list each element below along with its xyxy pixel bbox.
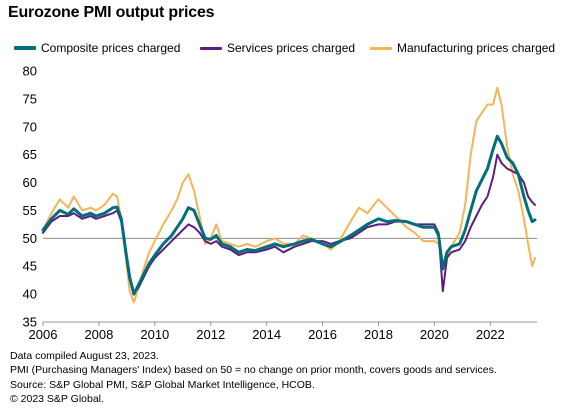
legend-swatch-services — [200, 46, 222, 50]
legend-swatch-manufacturing — [370, 46, 392, 50]
y-tick-label: 55 — [23, 203, 37, 218]
y-tick-label: 70 — [23, 119, 37, 134]
footnote-source: Source: S&P Global PMI, S&P Global Marke… — [10, 378, 315, 391]
legend-label-manufacturing: Manufacturing prices charged — [397, 41, 556, 55]
x-tick-label: 2014 — [252, 327, 281, 342]
legend-swatch-composite — [14, 46, 36, 50]
legend-item-composite: Composite prices charged — [14, 41, 180, 55]
legend-label-services: Services prices charged — [227, 41, 356, 55]
y-tick-label: 50 — [23, 231, 37, 246]
x-tick-label: 2008 — [84, 327, 113, 342]
x-tick-label: 2010 — [140, 327, 169, 342]
legend-label-composite: Composite prices charged — [41, 41, 181, 55]
x-tick-label: 2016 — [308, 327, 337, 342]
x-tick-label: 2006 — [29, 327, 58, 342]
y-tick-label: 40 — [23, 287, 37, 302]
series-layer — [41, 86, 537, 304]
footnote-copyright: © 2023 S&P Global. — [10, 392, 104, 405]
footnote-pmi-definition: PMI (Purchasing Managers' Index) based o… — [10, 364, 497, 377]
x-tick-label: 2020 — [420, 327, 449, 342]
y-tick-label: 45 — [23, 259, 37, 274]
y-tick-label: 80 — [23, 64, 37, 79]
footnote-data-compiled: Data compiled August 23, 2023. — [10, 350, 159, 362]
legend-item-manufacturing: Manufacturing prices charged — [370, 41, 555, 55]
x-tick-label: 2012 — [196, 327, 225, 342]
axis-layer: 35 40 45 50 55 60 65 70 75 80 2006 2008 2010 2012 2014… — [23, 64, 537, 342]
footnotes: Data compiled August 23, 2023. PMI (Purc… — [10, 349, 497, 406]
x-tick-label: 2022 — [476, 327, 505, 342]
series-line-composite — [41, 134, 537, 296]
y-tick-label: 65 — [23, 147, 37, 162]
legend-item-services: Services prices charged — [200, 41, 355, 55]
y-tick-label: 60 — [23, 175, 37, 190]
chart-title: Eurozone PMI output prices — [8, 4, 215, 21]
y-tick-label: 35 — [23, 315, 37, 330]
chart-legend: Composite prices charged Services prices… — [14, 41, 559, 57]
x-tick-label: 2018 — [364, 327, 393, 342]
y-tick-label: 75 — [23, 91, 37, 106]
series-line-manufacturing — [42, 86, 536, 304]
